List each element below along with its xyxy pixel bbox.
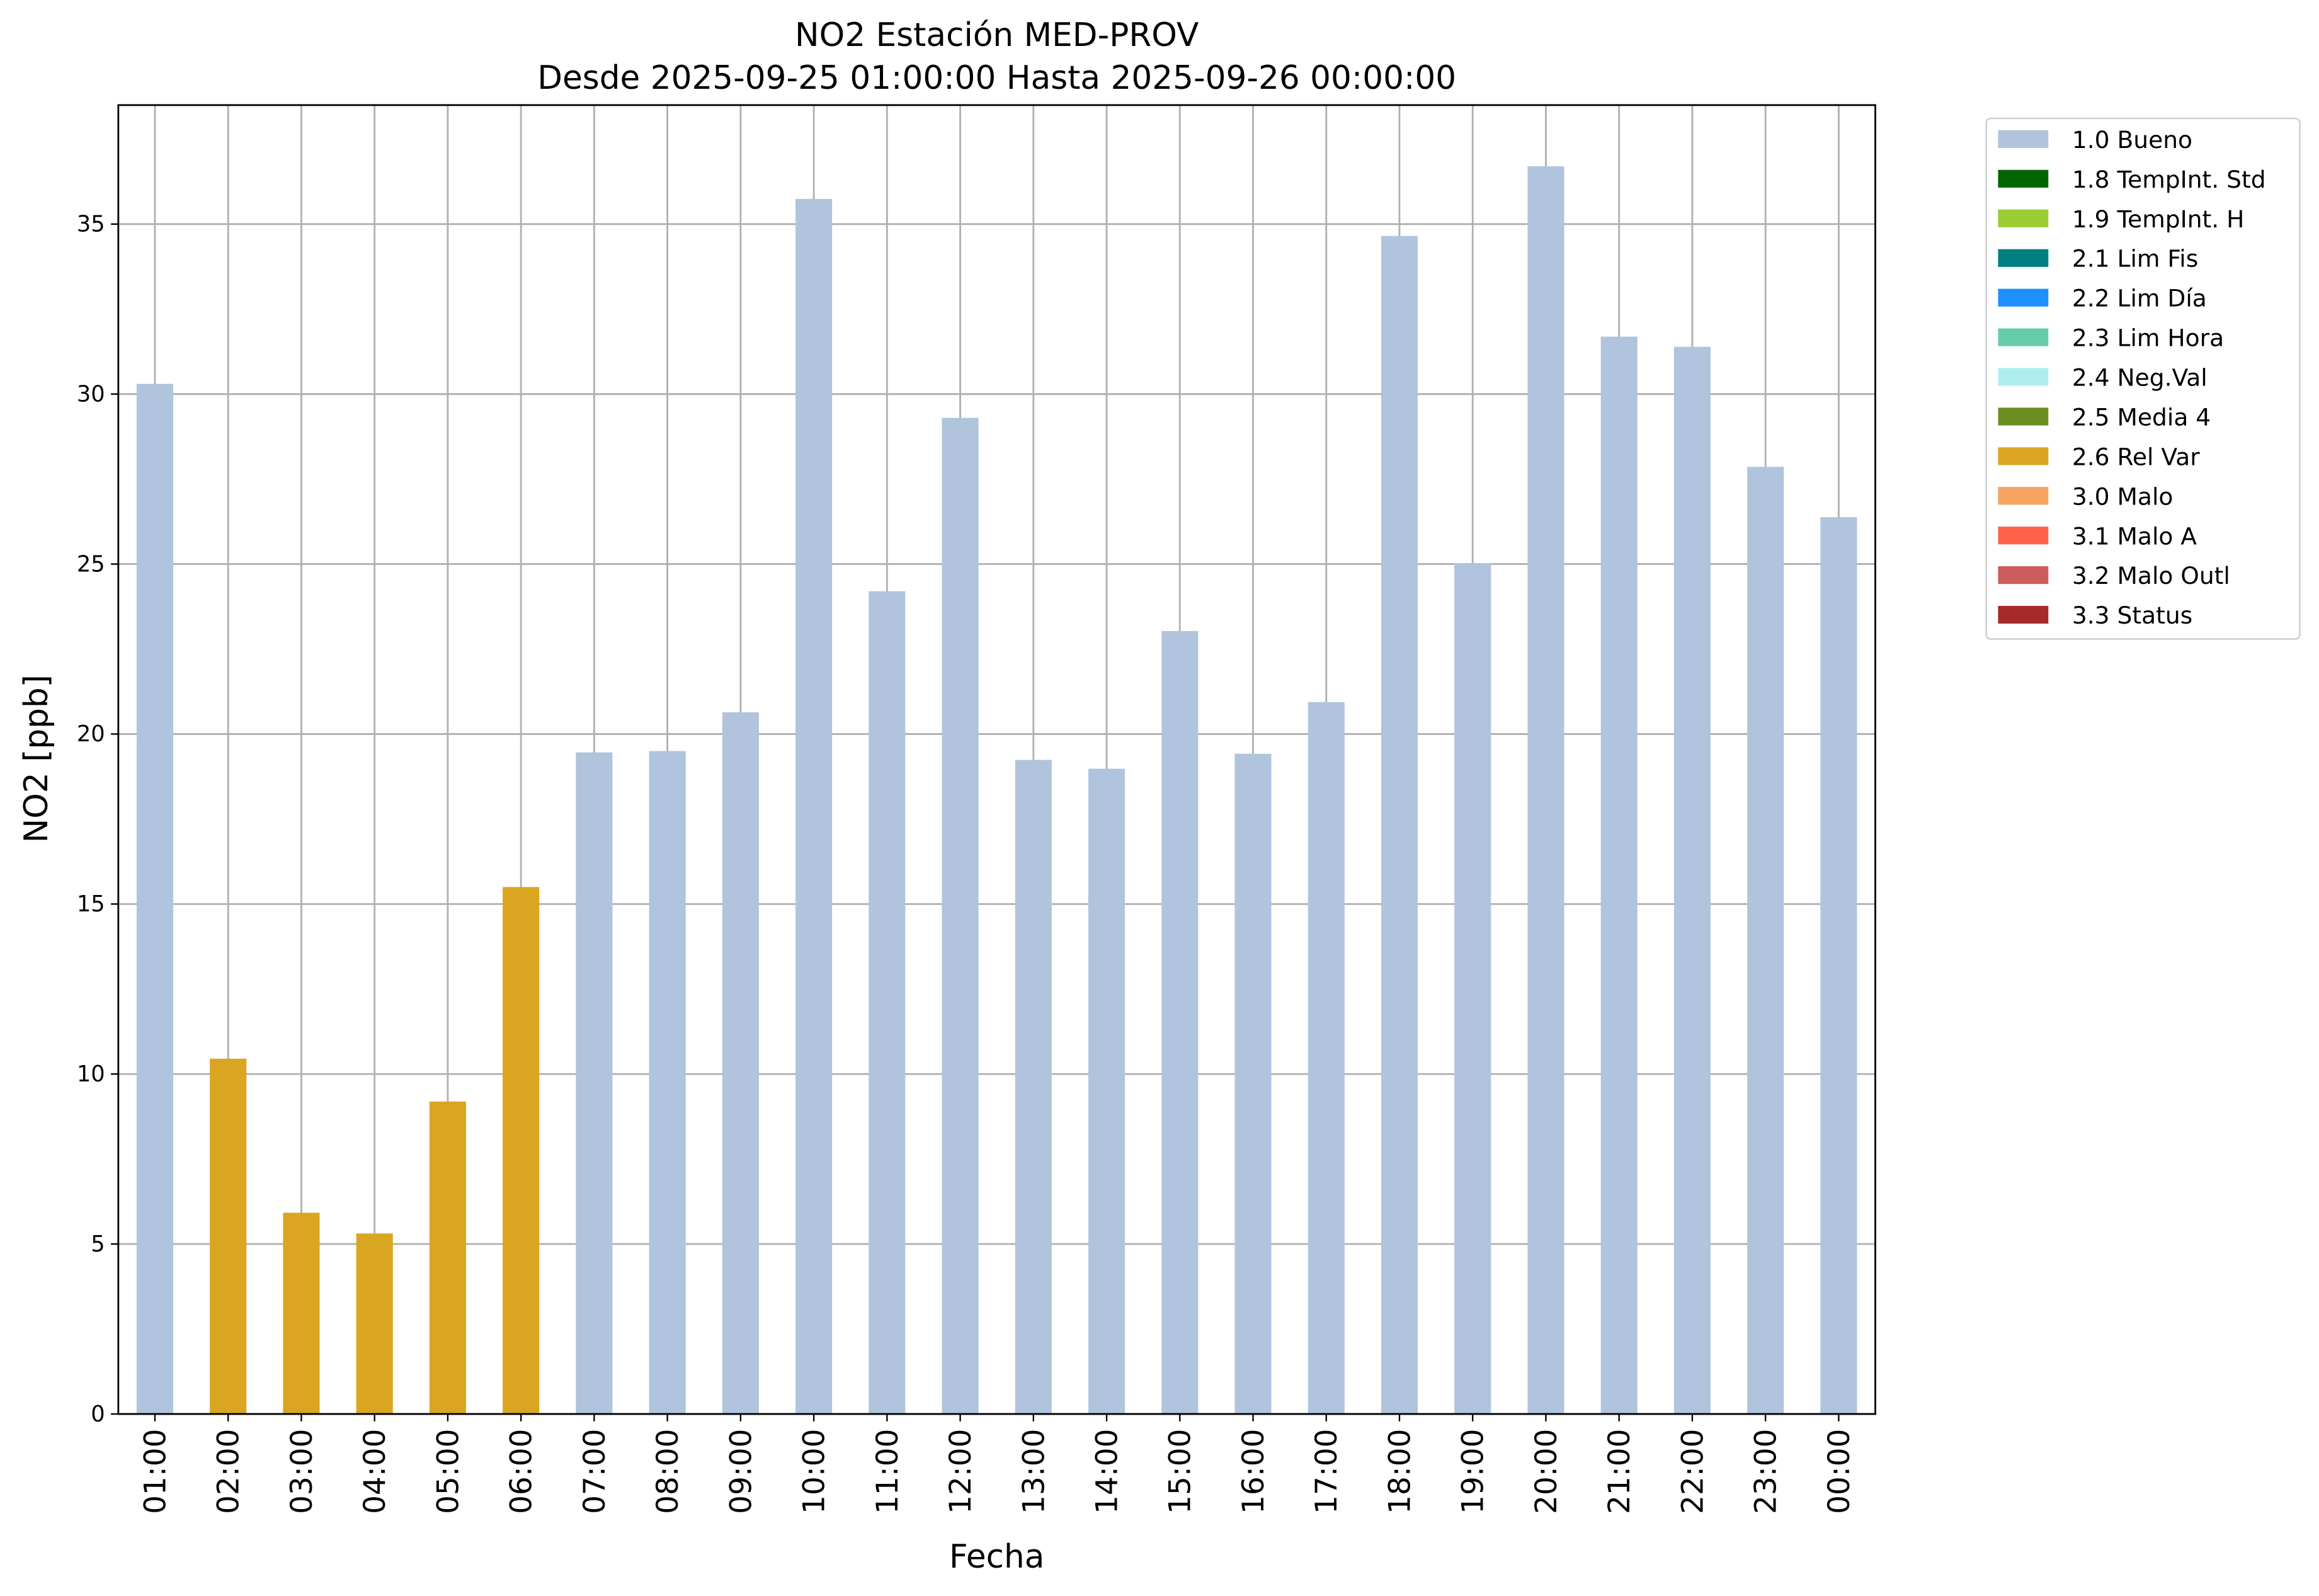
- x-tick-label: 23:00: [1749, 1429, 1784, 1514]
- axes: 0 5 10 15 20 25 30 35 01:00 02:00 03:00 04:00 05:00 0…: [77, 212, 1857, 1514]
- legend-swatch: [1998, 527, 2049, 545]
- x-tick-label: 10:00: [797, 1429, 832, 1514]
- x-tick-label: 05:00: [431, 1429, 465, 1514]
- x-tick-label: 17:00: [1309, 1429, 1344, 1514]
- bar: [1600, 336, 1638, 1415]
- bar: [1088, 768, 1125, 1415]
- x-tick-label: 18:00: [1382, 1429, 1417, 1514]
- bar: [1015, 760, 1052, 1415]
- x-tick-label: 02:00: [212, 1429, 246, 1514]
- legend-label: 3.0 Malo: [2072, 482, 2174, 510]
- bar: [869, 591, 906, 1415]
- bar: [1234, 753, 1272, 1415]
- legend-label: 2.6 Rel Var: [2072, 443, 2200, 470]
- y-axis-label: NO2 [ppb]: [18, 675, 55, 843]
- x-tick-label: 00:00: [1822, 1429, 1857, 1514]
- x-tick-label: 20:00: [1529, 1429, 1564, 1514]
- bar: [722, 712, 759, 1415]
- legend-swatch: [1998, 209, 2049, 227]
- bar: [1820, 517, 1857, 1415]
- legend-label: 3.3 Status: [2072, 601, 2192, 629]
- legend-swatch: [1998, 447, 2049, 465]
- x-tick-label: 08:00: [651, 1429, 685, 1514]
- y-tick-label: 5: [91, 1231, 105, 1257]
- legend-swatch: [1998, 408, 2049, 426]
- legend-label: 3.1 Malo A: [2072, 522, 2197, 550]
- bar: [942, 418, 979, 1415]
- bar: [429, 1101, 466, 1415]
- x-tick-label: 15:00: [1163, 1429, 1198, 1514]
- x-tick-label: 06:00: [504, 1429, 539, 1514]
- legend-swatch: [1998, 249, 2049, 267]
- legend-label: 1.0 Bueno: [2072, 126, 2192, 154]
- x-tick-label: 22:00: [1675, 1429, 1710, 1514]
- x-tick-label: 07:00: [578, 1429, 612, 1514]
- bar: [1673, 346, 1711, 1415]
- x-tick-label: 12:00: [943, 1429, 978, 1514]
- bar: [1381, 236, 1418, 1415]
- legend-label: 1.9 TempInt. H: [2072, 205, 2245, 233]
- legend-swatch: [1998, 368, 2049, 386]
- x-axis-label: Fecha: [949, 1538, 1044, 1576]
- y-tick-label: 15: [77, 891, 105, 917]
- legend-swatch: [1998, 328, 2049, 346]
- legend-swatch: [1998, 130, 2049, 148]
- legend-label: 2.3 Lim Hora: [2072, 324, 2224, 352]
- x-tick-label: 14:00: [1090, 1429, 1124, 1514]
- legend-swatch: [1998, 566, 2049, 584]
- bar: [1527, 166, 1564, 1415]
- y-tick-label: 25: [77, 551, 105, 577]
- y-tick-label: 10: [77, 1061, 105, 1087]
- bar: [1747, 467, 1784, 1415]
- legend-label: 2.5 Media 4: [2072, 403, 2211, 431]
- chart-subtitle: Desde 2025-09-25 01:00:00 Hasta 2025-09-…: [537, 59, 1456, 97]
- legend-swatch: [1998, 169, 2049, 188]
- bar: [649, 751, 686, 1415]
- bar: [356, 1233, 393, 1415]
- y-tick-label: 30: [77, 381, 105, 407]
- bar: [503, 887, 540, 1415]
- bars: [136, 166, 1857, 1415]
- legend-label: 2.4 Neg.Val: [2072, 364, 2208, 392]
- legend-label: 3.2 Malo Outl: [2072, 562, 2230, 590]
- bar: [283, 1212, 320, 1415]
- legend-box: [1985, 117, 2301, 640]
- y-tick-label: 0: [91, 1401, 105, 1427]
- x-tick-label: 16:00: [1236, 1429, 1271, 1514]
- plot-frame: [117, 104, 1876, 1415]
- legend-swatch: [1998, 288, 2049, 307]
- x-tick-label: 11:00: [870, 1429, 905, 1514]
- legend: 1.0 Bueno 1.8 TempInt. Std 1.9 TempInt. H 2…: [1998, 126, 2266, 629]
- bar: [1161, 630, 1199, 1415]
- legend-label: 1.8 TempInt. Std: [2072, 166, 2266, 193]
- x-tick-label: 21:00: [1602, 1429, 1637, 1514]
- x-tick-label: 19:00: [1456, 1429, 1491, 1514]
- legend-swatch: [1998, 487, 2049, 505]
- x-tick-label: 01:00: [138, 1429, 173, 1514]
- bar: [576, 752, 613, 1415]
- bar: [136, 384, 174, 1415]
- bar: [210, 1058, 247, 1415]
- chart-title: NO2 Estación MED-PROV: [795, 16, 1199, 54]
- bar: [795, 198, 833, 1415]
- bar: [1454, 562, 1491, 1415]
- bar: [1308, 702, 1345, 1415]
- legend-label: 2.2 Lim Día: [2072, 285, 2207, 312]
- x-tick-label: 13:00: [1017, 1429, 1051, 1514]
- legend-swatch: [1998, 605, 2049, 624]
- y-tick-label: 35: [77, 212, 105, 237]
- x-tick-label: 03:00: [285, 1429, 319, 1514]
- x-tick-label: 09:00: [724, 1429, 758, 1514]
- legend-label: 2.1 Lim Fis: [2072, 245, 2198, 273]
- x-tick-label: 04:00: [358, 1429, 392, 1514]
- y-tick-label: 20: [77, 721, 105, 747]
